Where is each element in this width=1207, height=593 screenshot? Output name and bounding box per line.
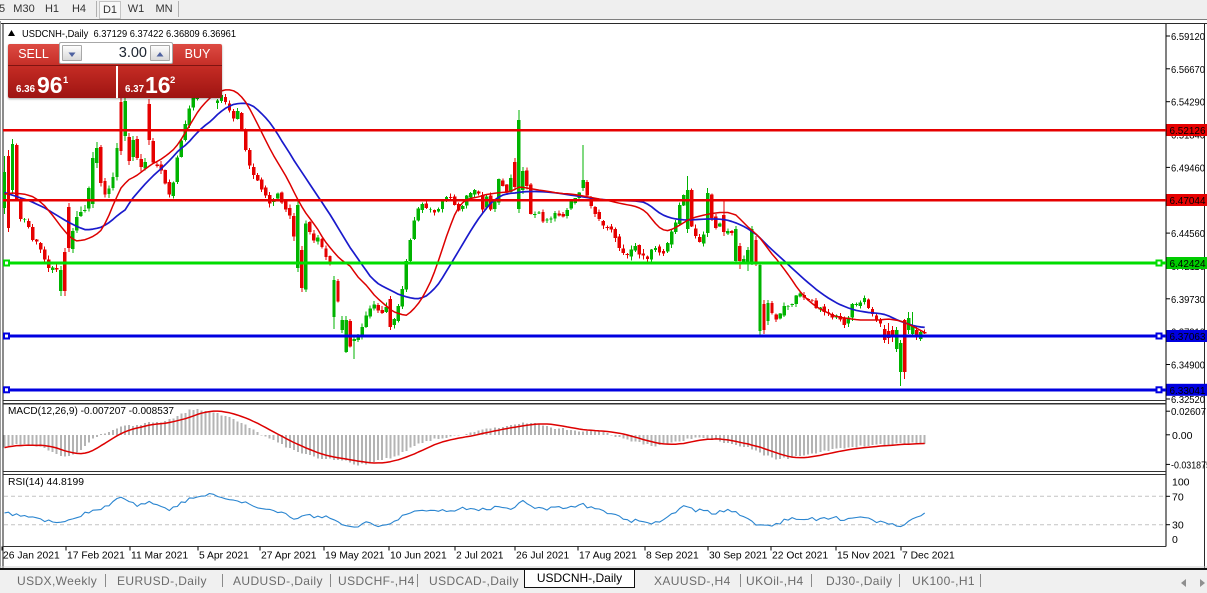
svg-text:30: 30 — [1172, 520, 1184, 532]
svg-text:6.59120: 6.59120 — [1171, 31, 1205, 43]
svg-text:8 Sep 2021: 8 Sep 2021 — [646, 551, 699, 562]
svg-text:11 Mar 2021: 11 Mar 2021 — [131, 551, 188, 562]
svg-text:6.34900: 6.34900 — [1171, 360, 1205, 372]
svg-text:100: 100 — [1172, 477, 1190, 489]
svg-text:26 Jul 2021: 26 Jul 2021 — [516, 551, 570, 562]
svg-text:22 Oct 2021: 22 Oct 2021 — [772, 551, 828, 562]
svg-text:17 Feb 2021: 17 Feb 2021 — [67, 551, 125, 562]
svg-text:6.32520: 6.32520 — [1171, 394, 1205, 406]
svg-text:6.44560: 6.44560 — [1171, 228, 1205, 240]
svg-text:6.56670: 6.56670 — [1171, 64, 1205, 76]
svg-text:15 Nov 2021: 15 Nov 2021 — [837, 551, 896, 562]
svg-text:26 Jan 2021: 26 Jan 2021 — [3, 551, 60, 562]
svg-text:7 Dec 2021: 7 Dec 2021 — [902, 551, 955, 562]
svg-text:19 May 2021: 19 May 2021 — [325, 551, 385, 562]
svg-text:6.47044: 6.47044 — [1170, 195, 1206, 207]
svg-text:30 Sep 2021: 30 Sep 2021 — [709, 551, 768, 562]
svg-text:70: 70 — [1172, 491, 1184, 503]
svg-text:6.39730: 6.39730 — [1171, 294, 1205, 306]
svg-text:6.37063: 6.37063 — [1170, 331, 1206, 343]
svg-text:5 Apr 2021: 5 Apr 2021 — [199, 551, 249, 562]
svg-text:2 Jul 2021: 2 Jul 2021 — [456, 551, 504, 562]
svg-text:RSI(14) 44.8199: RSI(14) 44.8199 — [8, 476, 84, 488]
svg-text:6.52126: 6.52126 — [1170, 125, 1206, 137]
svg-text:6.49460: 6.49460 — [1171, 162, 1205, 174]
svg-text:0.02607: 0.02607 — [1171, 406, 1206, 418]
svg-text:6.42424: 6.42424 — [1170, 258, 1206, 270]
svg-text:6.33041: 6.33041 — [1170, 385, 1206, 397]
svg-text:-0.031875: -0.031875 — [1171, 459, 1207, 471]
svg-text:6.54290: 6.54290 — [1171, 97, 1205, 109]
svg-text:27 Apr 2021: 27 Apr 2021 — [261, 551, 317, 562]
svg-text:0.00: 0.00 — [1172, 430, 1193, 442]
svg-text:0: 0 — [1172, 534, 1178, 546]
svg-text:10 Jun 2021: 10 Jun 2021 — [390, 551, 447, 562]
svg-text:17 Aug 2021: 17 Aug 2021 — [579, 551, 637, 562]
svg-text:USDCNH-,Daily 6.37129 6.37422: USDCNH-,Daily 6.37129 6.37422 6.36809 6.… — [22, 28, 236, 40]
svg-text:MACD(12,26,9) -0.007207 -0.008: MACD(12,26,9) -0.007207 -0.008537 — [8, 405, 174, 417]
